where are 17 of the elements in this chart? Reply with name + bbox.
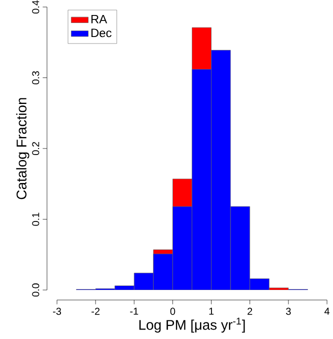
y-tick-label: 0.3	[32, 71, 40, 84]
x-tick-label: -3	[52, 308, 62, 315]
y-tick-label: 0.2	[32, 142, 40, 156]
x-tick-label: 0	[170, 308, 176, 315]
x-tick-label: 1	[209, 308, 214, 315]
y-axis-title: Catalog Fraction	[16, 98, 30, 200]
x-tick-label: 3	[286, 308, 291, 315]
legend-label: RA	[91, 15, 108, 24]
x-tick-label: -1	[130, 308, 138, 315]
y-tick-label: 0.4	[32, 0, 40, 14]
x-tick-label: -2	[92, 308, 100, 315]
y-tick-label: 0.1	[32, 212, 40, 226]
legend-label: Dec	[91, 28, 112, 38]
y-tick-label: 0.0	[32, 283, 40, 297]
x-axis-title: Log PM [μas yr$^{-1}$]	[139, 318, 245, 333]
x-tick-label: 4	[324, 308, 330, 315]
x-tick-label: 2	[248, 308, 252, 315]
